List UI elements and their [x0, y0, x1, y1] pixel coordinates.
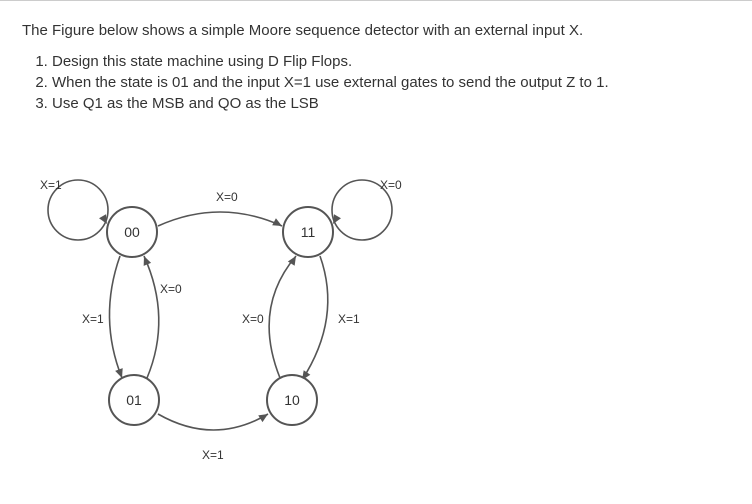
- state-diagram: 00 11 01 10 X=1 X=0 X=0 X=1 X=0 X=1 X=0 X=1: [22, 168, 462, 478]
- state-01: 01: [108, 374, 160, 426]
- state-11-label: 11: [301, 224, 316, 240]
- step-1: Design this state machine using D Flip F…: [52, 53, 730, 70]
- edge-label-s11-s10: X=1: [338, 312, 360, 326]
- edge-label-loop-s00: X=1: [40, 178, 62, 192]
- steps-list: Design this state machine using D Flip F…: [36, 53, 730, 112]
- state-10: 10: [266, 374, 318, 426]
- state-11: 11: [282, 206, 334, 258]
- edge-label-s01-s10: X=1: [202, 448, 224, 462]
- edge-label-s00-s11: X=0: [216, 190, 238, 204]
- step-3: Use Q1 as the MSB and QO as the LSB: [52, 95, 730, 112]
- step-2: When the state is 01 and the input X=1 u…: [52, 74, 730, 91]
- state-00: 00: [106, 206, 158, 258]
- intro-text: The Figure below shows a simple Moore se…: [22, 22, 730, 39]
- top-border: [0, 0, 752, 1]
- state-01-label: 01: [126, 392, 142, 408]
- edge-label-s00-s01: X=1: [82, 312, 104, 326]
- edge-label-s01-s00: X=0: [160, 282, 182, 296]
- edge-label-s10-s11: X=0: [242, 312, 264, 326]
- edge-label-loop-s11: X=0: [380, 178, 402, 192]
- state-00-label: 00: [124, 224, 140, 240]
- question-content: The Figure below shows a simple Moore se…: [22, 22, 730, 116]
- state-10-label: 10: [284, 392, 300, 408]
